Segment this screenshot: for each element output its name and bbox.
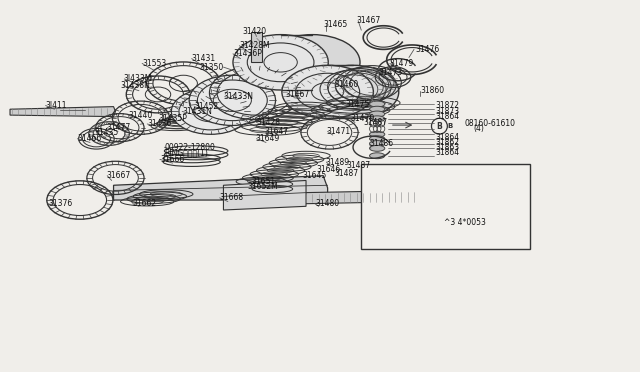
Ellipse shape: [369, 141, 385, 147]
Text: 31476: 31476: [415, 45, 440, 54]
Text: 31428: 31428: [257, 118, 280, 127]
Text: 31436: 31436: [147, 119, 172, 128]
Text: 31873: 31873: [436, 107, 460, 116]
Text: 31477: 31477: [106, 123, 130, 132]
Ellipse shape: [282, 65, 373, 118]
Text: 31460: 31460: [334, 80, 358, 89]
Text: 31435: 31435: [95, 128, 119, 137]
Text: 31480: 31480: [315, 199, 339, 208]
Ellipse shape: [172, 89, 250, 134]
Text: 31436P: 31436P: [233, 49, 262, 58]
Text: 31467: 31467: [357, 16, 381, 25]
Ellipse shape: [369, 136, 385, 142]
Polygon shape: [113, 176, 328, 200]
Text: 08160-61610: 08160-61610: [465, 119, 516, 128]
Text: 31431: 31431: [192, 54, 216, 63]
Text: 31473: 31473: [378, 68, 403, 77]
Ellipse shape: [369, 153, 385, 159]
Text: 31475: 31475: [346, 100, 370, 109]
Ellipse shape: [369, 116, 385, 122]
Text: 31662: 31662: [132, 199, 157, 208]
Text: 31667: 31667: [106, 171, 130, 180]
Text: 31431N: 31431N: [182, 107, 212, 116]
Ellipse shape: [369, 106, 385, 112]
Text: 31466: 31466: [77, 134, 102, 143]
Text: 31646: 31646: [317, 165, 341, 174]
Text: 31489: 31489: [325, 157, 349, 167]
Text: 31486: 31486: [369, 139, 394, 148]
Text: 31487: 31487: [334, 169, 358, 177]
Text: 31651: 31651: [252, 177, 276, 186]
Text: 31487: 31487: [363, 118, 387, 127]
Text: 31647: 31647: [264, 127, 289, 136]
Ellipse shape: [369, 131, 385, 137]
Text: 31428M: 31428M: [239, 41, 270, 50]
Polygon shape: [304, 190, 422, 204]
Text: B: B: [447, 123, 452, 129]
Text: 31467: 31467: [285, 90, 309, 99]
Text: 31862: 31862: [436, 138, 460, 147]
Text: 31860: 31860: [420, 86, 445, 95]
Text: 31652M: 31652M: [247, 182, 278, 191]
Text: 31420: 31420: [243, 27, 267, 36]
Text: 31438N: 31438N: [120, 81, 150, 90]
Text: 31479: 31479: [390, 59, 414, 68]
Text: 31440: 31440: [128, 110, 152, 120]
Polygon shape: [223, 180, 306, 210]
Text: 31864: 31864: [436, 148, 460, 157]
Text: 31553: 31553: [142, 59, 166, 68]
Text: 31350: 31350: [199, 62, 223, 72]
Text: 31465: 31465: [323, 20, 348, 29]
Text: 31433N: 31433N: [223, 92, 253, 101]
Text: 31649: 31649: [255, 134, 280, 143]
Text: 3l433M: 3l433M: [123, 74, 152, 83]
Text: 31452: 31452: [194, 102, 218, 111]
Text: 31872: 31872: [436, 101, 460, 110]
Text: 00922-12800: 00922-12800: [164, 143, 215, 152]
Ellipse shape: [189, 75, 276, 125]
Text: 3l411: 3l411: [45, 101, 67, 110]
Ellipse shape: [369, 111, 385, 117]
Ellipse shape: [369, 101, 385, 107]
Polygon shape: [10, 107, 115, 116]
Ellipse shape: [369, 145, 385, 151]
Text: 31479: 31479: [351, 114, 375, 123]
Text: 31666: 31666: [160, 155, 184, 164]
Text: 31863: 31863: [436, 143, 460, 152]
Polygon shape: [252, 32, 262, 62]
Text: 31645: 31645: [302, 171, 326, 180]
Bar: [362, 164, 530, 249]
Text: 31435P: 31435P: [158, 114, 187, 123]
Text: 31376: 31376: [48, 199, 72, 208]
Text: 31668: 31668: [220, 193, 244, 202]
Text: (4): (4): [474, 124, 484, 133]
Text: RINGリング(1): RINGリング(1): [164, 148, 208, 157]
Ellipse shape: [307, 65, 399, 118]
Text: B: B: [436, 122, 442, 131]
Text: 31864: 31864: [436, 133, 460, 142]
Text: ^3 4*0053: ^3 4*0053: [444, 218, 486, 227]
Text: 31487: 31487: [347, 161, 371, 170]
Text: 31471: 31471: [326, 127, 351, 136]
Ellipse shape: [233, 35, 328, 90]
Text: 31864: 31864: [436, 112, 460, 121]
Ellipse shape: [265, 35, 360, 90]
